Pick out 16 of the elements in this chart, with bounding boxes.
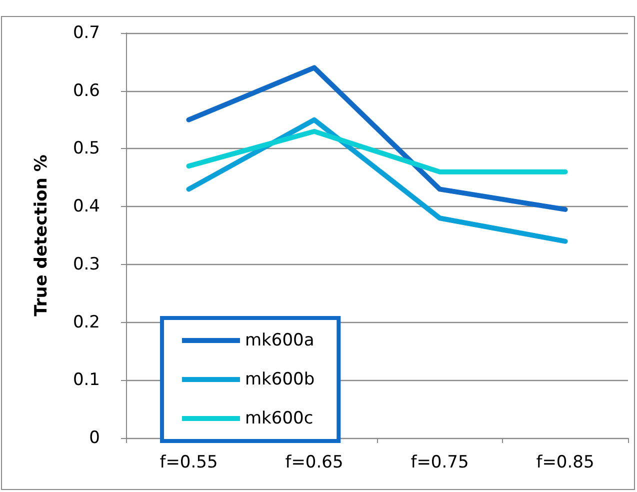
y-tick-label: 0.3	[72, 254, 100, 274]
y-tick-label: 0.1	[72, 370, 100, 390]
y-tick-label: 0.7	[72, 23, 100, 43]
x-tick-label: f=0.75	[410, 452, 469, 472]
y-tick-label: 0.4	[72, 196, 100, 217]
y-tick-label: 0.5	[72, 138, 100, 159]
legend-label: mk600b	[245, 370, 315, 390]
y-tick-label: 0.2	[72, 312, 100, 332]
legend-label: mk600c	[245, 408, 314, 428]
y-axis-title: True detection %	[32, 154, 52, 316]
legend-label: mk600a	[245, 330, 314, 350]
x-tick-label: f=0.85	[536, 452, 594, 472]
y-tick-label: 0	[89, 428, 100, 448]
x-tick-label: f=0.65	[285, 452, 344, 472]
x-tick-label: f=0.55	[160, 452, 218, 472]
y-tick-label: 0.6	[72, 80, 100, 101]
